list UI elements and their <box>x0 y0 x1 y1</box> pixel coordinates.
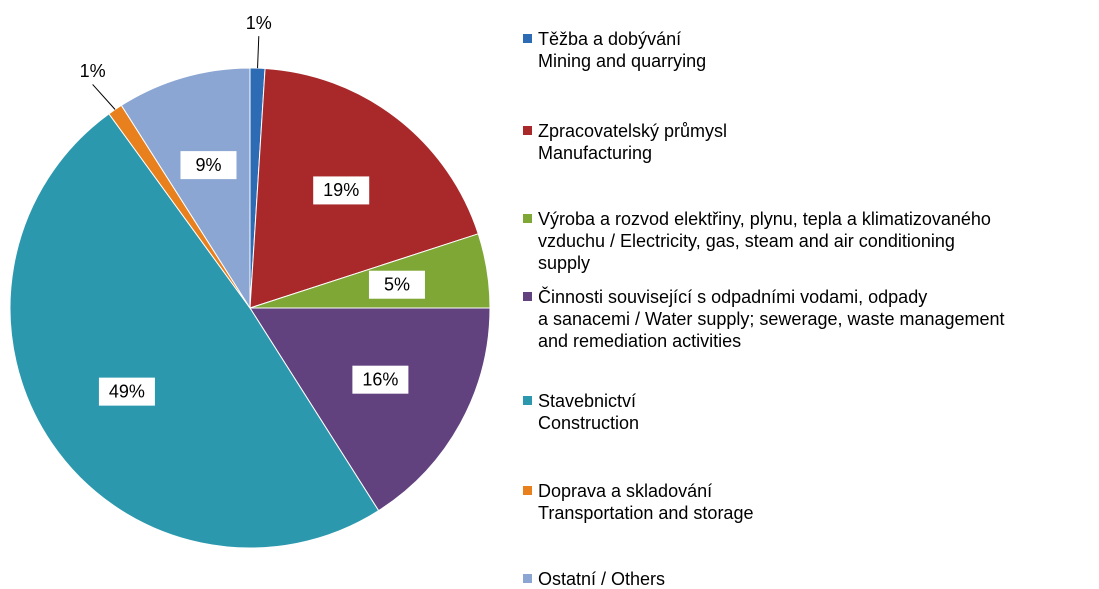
legend-entry: Činnosti související s odpadními vodami,… <box>538 287 1005 351</box>
leader-line <box>257 36 260 69</box>
legend-entry: Ostatní / Others <box>538 569 666 589</box>
leader-line <box>92 84 116 110</box>
legend-swatch <box>523 574 532 583</box>
data-label-box <box>368 270 425 299</box>
legend-swatch <box>523 396 532 405</box>
legend-swatch <box>523 126 532 135</box>
legend-swatch <box>523 486 532 495</box>
data-label: 16% <box>362 369 398 389</box>
legend-entry: Stavebnictví Construction <box>538 391 640 433</box>
legend-entry: Těžba a dobývání Mining and quarrying <box>538 29 707 71</box>
data-label-box <box>98 377 155 406</box>
pie-slice <box>9 113 380 549</box>
data-label: 1% <box>80 61 106 81</box>
pie-slice <box>249 307 491 512</box>
pie-slice <box>120 67 251 310</box>
data-label: 49% <box>109 381 145 401</box>
legend-entry: Doprava a skladování Transportation and … <box>538 481 754 523</box>
data-label: 9% <box>195 155 221 175</box>
data-label-box <box>180 151 237 180</box>
legend-swatch <box>523 34 532 43</box>
legend-entry: Výroba a rozvod elektřiny, plynu, tepla … <box>538 209 991 273</box>
data-label: 1% <box>246 13 272 33</box>
data-label-box <box>352 365 409 394</box>
data-label-box <box>313 176 370 205</box>
data-label: 5% <box>384 274 410 294</box>
legend-swatch <box>523 292 532 301</box>
data-label: 19% <box>323 180 359 200</box>
legend-swatch <box>523 214 532 223</box>
legend-entry: Zpracovatelský průmysl Manufacturing <box>538 121 728 163</box>
